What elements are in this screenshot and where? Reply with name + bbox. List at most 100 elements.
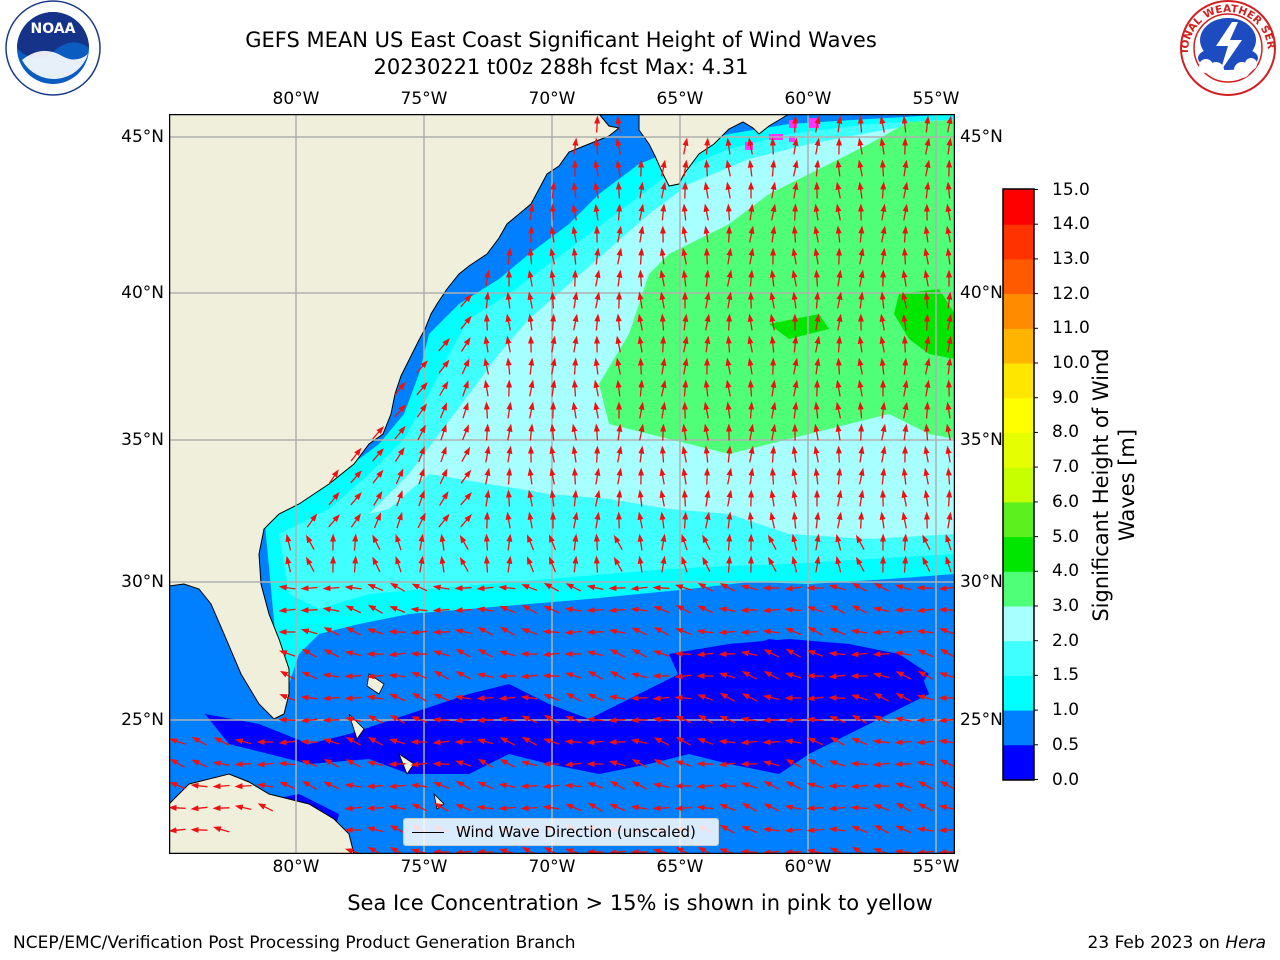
direction-arrow (476, 695, 494, 702)
direction-arrow (169, 827, 186, 834)
colorbar-tick-label: 9.0 (1052, 387, 1080, 408)
direction-arrow (543, 846, 559, 854)
direction-arrow (388, 672, 406, 679)
direction-arrow (835, 555, 842, 573)
direction-arrow (813, 467, 820, 485)
direction-arrow (857, 335, 864, 353)
direction-arrow (322, 672, 340, 679)
direction-arrow (454, 607, 472, 614)
direction-arrow (785, 759, 802, 768)
direction-arrow (791, 247, 798, 265)
direction-arrow (894, 629, 912, 636)
direction-arrow (923, 291, 930, 309)
colorbar-tick-label: 4.0 (1052, 561, 1080, 582)
direction-arrow (608, 760, 626, 767)
direction-arrow (454, 717, 472, 724)
lon-label-top: 75°W (400, 89, 448, 109)
direction-arrow (659, 445, 666, 463)
direction-arrow (924, 159, 931, 177)
direction-arrow (608, 717, 626, 724)
direction-arrow (762, 628, 780, 635)
direction-arrow (477, 758, 494, 768)
direction-arrow (660, 181, 667, 199)
direction-arrow (389, 582, 405, 592)
direction-arrow (828, 694, 846, 701)
colorbar-segment (1003, 744, 1034, 780)
direction-arrow (637, 357, 644, 375)
direction-arrow (278, 584, 296, 591)
direction-arrow (814, 533, 821, 551)
direction-arrow (460, 337, 471, 352)
colorbar-tick-label: 6.0 (1052, 491, 1080, 512)
direction-arrow (322, 738, 340, 745)
direction-arrow (367, 604, 383, 614)
direction-arrow (613, 534, 623, 550)
direction-arrow (345, 759, 362, 768)
direction-arrow (565, 583, 582, 592)
direction-arrow (726, 555, 733, 573)
direction-arrow (674, 760, 692, 767)
direction-arrow (411, 692, 427, 702)
direction-arrow (411, 716, 428, 723)
direction-arrow (675, 604, 691, 614)
direction-arrow (858, 291, 865, 309)
direction-arrow (630, 695, 648, 702)
direction-arrow (571, 445, 578, 463)
direction-arrow (418, 533, 425, 551)
direction-arrow (411, 803, 428, 812)
direction-arrow (784, 585, 802, 592)
direction-arrow (938, 606, 955, 613)
direction-arrow (946, 115, 953, 133)
direction-arrow (792, 159, 799, 177)
direction-arrow (506, 423, 513, 441)
legend-label: Wind Wave Direction (unscaled) (456, 823, 696, 841)
lat-label-right: 40°N (960, 283, 1003, 303)
direction-arrow (572, 533, 579, 551)
lon-label-top: 70°W (528, 89, 576, 109)
direction-arrow (748, 225, 755, 243)
direction-arrow (916, 607, 934, 614)
direction-arrow (945, 445, 952, 463)
direction-arrow (630, 738, 648, 745)
direction-arrow (615, 159, 622, 177)
direction-arrow (549, 467, 556, 485)
direction-arrow (630, 804, 648, 811)
direction-arrow (659, 511, 666, 529)
direction-arrow (410, 629, 428, 636)
direction-arrow (851, 825, 868, 834)
direction-arrow (613, 556, 623, 572)
direction-arrow (879, 115, 886, 133)
direction-arrow (726, 225, 733, 243)
colorbar-tick-label: 15.0 (1052, 179, 1090, 200)
direction-arrow (902, 533, 909, 551)
direction-arrow (857, 401, 864, 419)
direction-arrow (682, 335, 689, 353)
direction-arrow (946, 291, 953, 309)
colorbar-tick-label: 8.0 (1052, 422, 1080, 443)
direction-arrow (879, 357, 886, 375)
direction-arrow (521, 628, 538, 635)
direction-arrow (586, 650, 604, 657)
direction-arrow (660, 555, 667, 573)
direction-arrow (234, 738, 252, 745)
direction-arrow (748, 467, 755, 485)
direction-arrow (520, 805, 538, 812)
direction-arrow (901, 511, 908, 529)
direction-arrow (858, 247, 865, 265)
direction-arrow (748, 445, 755, 463)
direction-arrow (169, 738, 186, 745)
direction-arrow (279, 781, 296, 790)
direction-arrow (784, 827, 802, 834)
direction-arrow (279, 694, 296, 702)
direction-arrow (770, 423, 777, 441)
direction-arrow (704, 313, 711, 331)
direction-arrow (395, 556, 402, 573)
direction-arrow (483, 555, 490, 573)
direction-arrow (851, 582, 868, 592)
direction-arrow (660, 203, 667, 221)
direction-arrow (660, 357, 667, 375)
direction-arrow (741, 670, 758, 680)
direction-arrow (675, 736, 692, 746)
direction-arrow (916, 760, 934, 767)
direction-arrow (301, 648, 318, 658)
